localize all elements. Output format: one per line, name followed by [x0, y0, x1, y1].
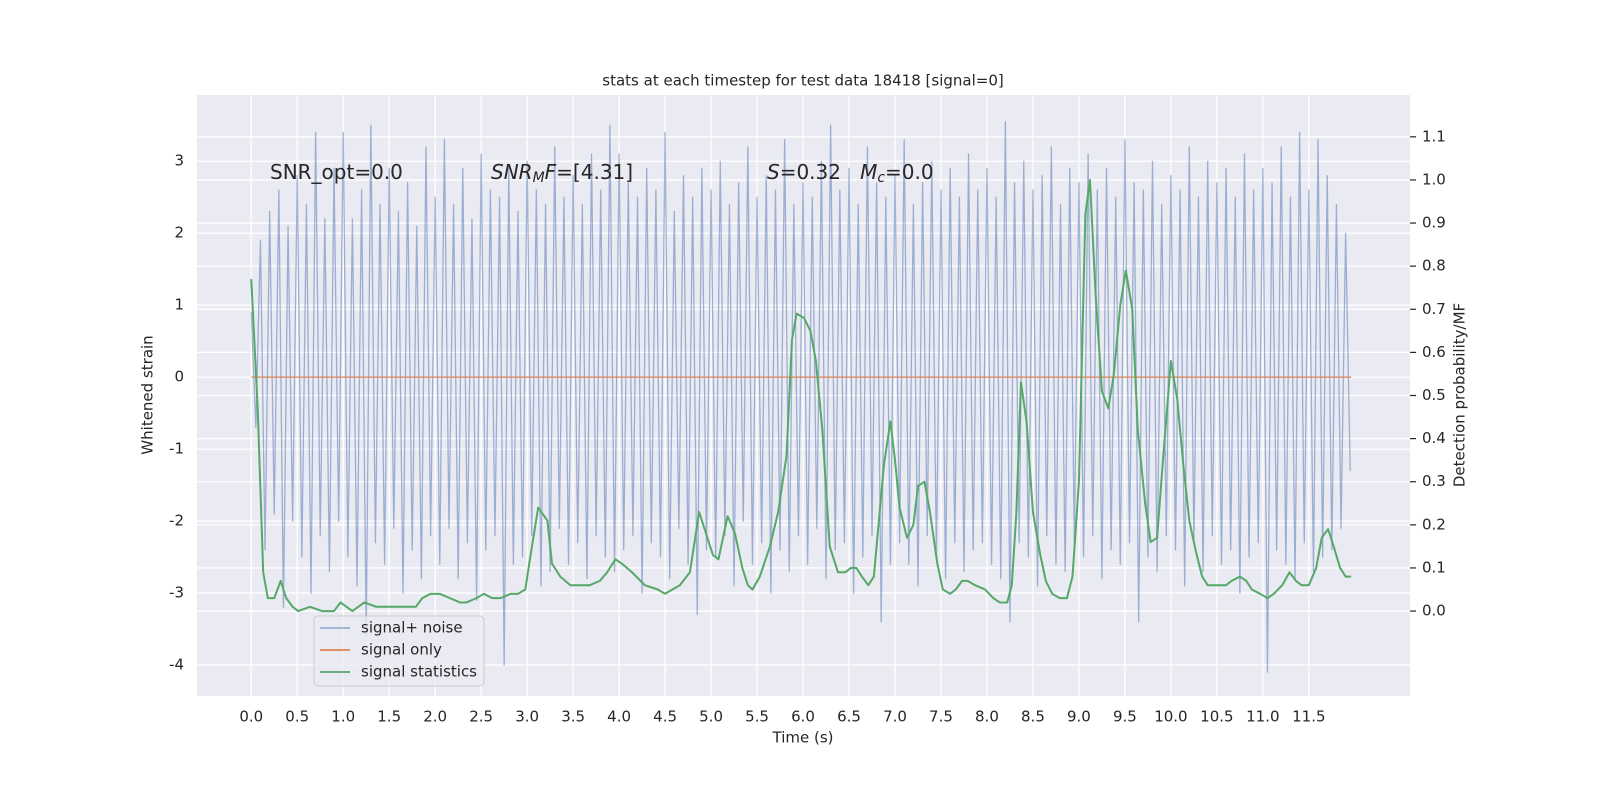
x-tick-label: 11.0: [1246, 708, 1279, 726]
x-tick-label: 0.0: [239, 708, 263, 726]
series-line: [250, 178, 1352, 613]
y2-tick-label: 0.1: [1422, 558, 1446, 576]
legend-box: [313, 615, 485, 687]
y-tick-label: 1: [174, 296, 184, 314]
x-tick-label: 6.5: [837, 708, 861, 726]
legend-label: signal only: [361, 641, 442, 659]
y-tick-label: 3: [174, 152, 184, 170]
annotation-part: M: [860, 160, 877, 184]
y2-tick-label: 0.0: [1422, 602, 1446, 620]
y2-tick-label: 0.7: [1422, 300, 1446, 318]
y2-tick-label: 1.0: [1422, 170, 1446, 188]
annotation-part: S: [767, 160, 780, 184]
y-tick-label: -4: [169, 656, 184, 674]
x-tick-label: 8.5: [1021, 708, 1045, 726]
y-tick-label: 0: [174, 368, 184, 386]
x-tick-label: 1.0: [331, 708, 355, 726]
y2-tick-label: 0.2: [1422, 515, 1446, 533]
annotation-part: c: [877, 170, 885, 186]
annotation-part: SNR_opt=0.0: [270, 160, 403, 184]
y2-axis-label: Detection probability/MF: [1451, 303, 1469, 487]
x-tick-label: 5.0: [699, 708, 723, 726]
annotation: SNR_opt=0.0: [270, 160, 403, 184]
series-line: [250, 120, 1351, 673]
y2-tick-label: 0.9: [1422, 214, 1446, 232]
annotation-part: =[4.31]: [556, 160, 633, 184]
y2-tick-label: 0.5: [1422, 386, 1446, 404]
y2-tick-label: 1.1: [1422, 127, 1446, 145]
x-tick-label: 0.5: [285, 708, 309, 726]
x-tick-label: 2.0: [423, 708, 447, 726]
x-tick-label: 6.0: [791, 708, 815, 726]
x-tick-label: 7.5: [929, 708, 953, 726]
marks: [250, 120, 1352, 673]
x-tick-label: 3.5: [561, 708, 585, 726]
annotation-part: SNR: [491, 160, 533, 184]
legend-label: signal+ noise: [361, 619, 463, 637]
y-tick-label: 2: [174, 224, 184, 242]
y2-tick-label: 0.4: [1422, 429, 1446, 447]
y-axis-label: Whitened strain: [139, 335, 157, 454]
x-axis-label: Time (s): [772, 729, 834, 747]
x-tick-label: 7.0: [883, 708, 907, 726]
annotation: SNRMF=[4.31]: [491, 160, 633, 187]
x-tick-label: 9.0: [1067, 708, 1091, 726]
legend-label: signal statistics: [361, 663, 477, 681]
x-tick-label: 9.5: [1113, 708, 1137, 726]
x-tick-label: 8.0: [975, 708, 999, 726]
y-tick-label: -3: [169, 584, 184, 602]
annotation-part: =0.0: [885, 160, 934, 184]
y-tick-label: -2: [169, 512, 184, 530]
y2-tick-label: 0.6: [1422, 343, 1446, 361]
annotation-part: F: [545, 160, 557, 184]
x-tick-label: 4.5: [653, 708, 677, 726]
x-tick-label: 10.0: [1154, 708, 1187, 726]
annotation-part: M: [533, 170, 545, 186]
legend: signal+ noise signal only signal statistic…: [313, 615, 485, 687]
y2-tick-label: 0.3: [1422, 472, 1446, 490]
chart-title: stats at each timestep for test data 184…: [602, 72, 1003, 90]
x-tick-label: 3.0: [515, 708, 539, 726]
x-tick-label: 4.0: [607, 708, 631, 726]
y-tick-label: -1: [169, 440, 184, 458]
x-tick-label: 10.5: [1200, 708, 1233, 726]
x-tick-label: 1.5: [377, 708, 401, 726]
annotation-part: =0.32: [780, 160, 860, 184]
y2-tick-label: 0.8: [1422, 257, 1446, 275]
annotation: S=0.32 Mc=0.0: [767, 160, 934, 187]
x-tick-label: 11.5: [1292, 708, 1325, 726]
x-tick-label: 5.5: [745, 708, 769, 726]
x-tick-label: 2.5: [469, 708, 493, 726]
